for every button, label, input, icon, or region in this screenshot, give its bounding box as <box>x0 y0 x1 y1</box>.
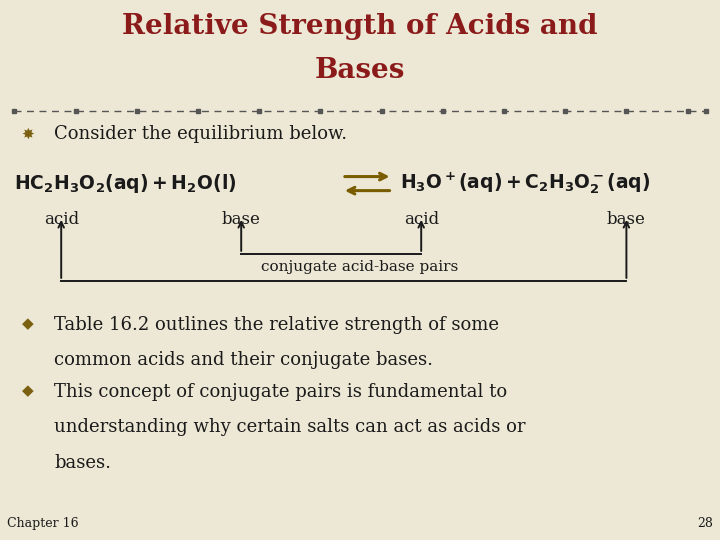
Text: Table 16.2 outlines the relative strength of some: Table 16.2 outlines the relative strengt… <box>54 316 499 334</box>
Text: 28: 28 <box>697 517 713 530</box>
Text: Bases: Bases <box>315 57 405 84</box>
Text: $\mathbf{H_3O^+(aq)+C_2H_3O_2^-(aq)}$: $\mathbf{H_3O^+(aq)+C_2H_3O_2^-(aq)}$ <box>400 171 650 197</box>
Text: Consider the equilibrium below.: Consider the equilibrium below. <box>54 125 347 143</box>
Text: base: base <box>607 211 646 227</box>
Text: This concept of conjugate pairs is fundamental to: This concept of conjugate pairs is funda… <box>54 383 507 401</box>
Text: conjugate acid-base pairs: conjugate acid-base pairs <box>261 260 459 274</box>
Text: bases.: bases. <box>54 454 111 471</box>
Text: common acids and their conjugate bases.: common acids and their conjugate bases. <box>54 351 433 369</box>
Text: base: base <box>222 211 261 227</box>
Text: Chapter 16: Chapter 16 <box>7 517 78 530</box>
Text: ◆: ◆ <box>22 316 33 331</box>
Text: acid: acid <box>404 211 438 227</box>
Text: ✸: ✸ <box>22 127 35 142</box>
Text: understanding why certain salts can act as acids or: understanding why certain salts can act … <box>54 418 526 436</box>
Text: ◆: ◆ <box>22 383 33 399</box>
Text: acid: acid <box>44 211 78 227</box>
Text: $\mathbf{HC_2H_3O_2(aq)+H_2O(l)}$: $\mathbf{HC_2H_3O_2(aq)+H_2O(l)}$ <box>14 172 237 195</box>
Text: Relative Strength of Acids and: Relative Strength of Acids and <box>122 14 598 40</box>
